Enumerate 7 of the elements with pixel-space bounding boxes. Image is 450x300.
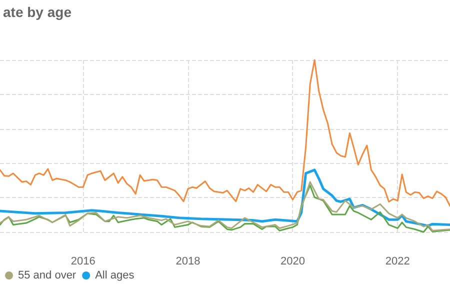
x-tick-label: 2016 [70, 256, 96, 268]
x-tick-label: 2020 [280, 256, 305, 268]
chart-title: ate by age [3, 4, 72, 20]
x-tick-label: 2022 [385, 256, 410, 268]
legend-label: 55 and over [18, 270, 76, 282]
legend-label: All ages [95, 270, 135, 282]
x-tick-label: 2018 [176, 256, 200, 268]
